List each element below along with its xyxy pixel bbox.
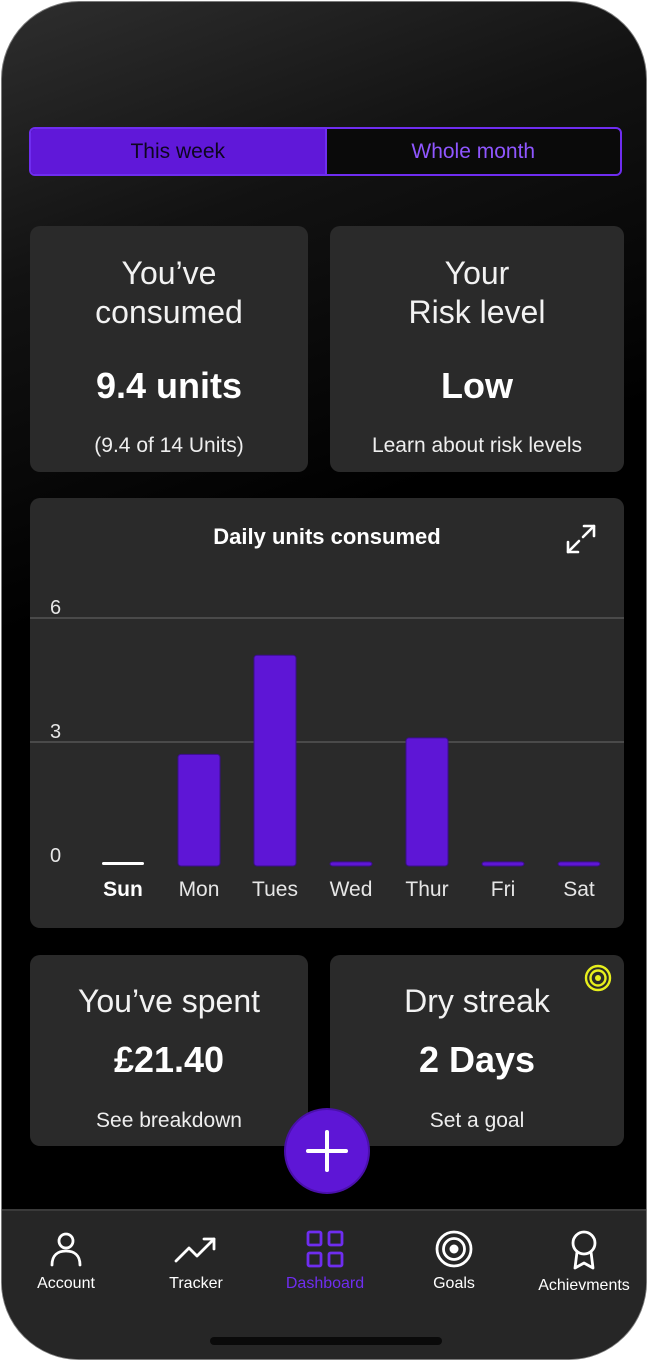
y-tick-label: 3: [50, 721, 61, 743]
nav-label-goals: Goals: [433, 1275, 475, 1292]
nav-label-achievements: Achievments: [538, 1277, 630, 1294]
bar: [481, 861, 525, 867]
bar: [253, 654, 297, 867]
nav-label-account: Account: [37, 1275, 95, 1292]
risk-title-line1: Your: [444, 255, 510, 291]
bar: [405, 737, 449, 867]
risk-value: Low: [441, 365, 513, 406]
risk-learn-link[interactable]: Learn about risk levels: [371, 434, 583, 457]
user-icon: [50, 1232, 82, 1267]
chart-title: Daily units consumed: [213, 524, 441, 549]
consumed-title-line1: You’ve: [121, 255, 217, 291]
x-tick-label: Sat: [563, 878, 595, 901]
nav-label-tracker: Tracker: [169, 1275, 223, 1292]
bar: [557, 861, 601, 867]
tab-whole-month[interactable]: Whole month: [411, 139, 536, 163]
x-tick-label: Tues: [252, 878, 298, 901]
nav-item-tracker[interactable]: Tracker: [132, 1229, 260, 1293]
nav-item-achievements[interactable]: Achievments: [520, 1229, 646, 1295]
x-tick-label: Wed: [330, 878, 373, 901]
dry-streak-card[interactable]: Dry streak 2 Days Set a goal: [330, 955, 624, 1146]
risk-title-line2: Risk level: [408, 294, 546, 330]
home-indicator: [210, 1337, 442, 1345]
see-breakdown-link[interactable]: See breakdown: [96, 1109, 242, 1132]
target-icon: [584, 964, 612, 992]
bar-chart: 6 3 0 Sun Mon Tues Wed Thur Fri Sat: [30, 597, 624, 901]
grid-icon: [306, 1230, 344, 1268]
streak-value: 2 Days: [418, 1039, 536, 1080]
y-tick-label: 6: [50, 597, 61, 619]
tab-this-week[interactable]: This week: [31, 129, 327, 174]
nav-item-goals[interactable]: Goals: [390, 1229, 518, 1293]
expand-icon[interactable]: [566, 524, 596, 554]
target-icon: [435, 1230, 473, 1268]
bar: [177, 753, 221, 867]
bar: [329, 861, 373, 867]
daily-units-chart-card: Daily units consumed 6 3 0 Sun Mon Tues Wed Thu…: [30, 498, 624, 928]
spent-value: £21.40: [113, 1039, 225, 1080]
bottom-nav: Account Tracker Dashboard: [2, 1209, 646, 1359]
trending-up-icon: [174, 1237, 216, 1263]
risk-card[interactable]: Your Risk level Low Learn about risk lev…: [330, 226, 624, 472]
award-icon: [571, 1230, 597, 1270]
bar: [102, 862, 144, 865]
set-goal-link[interactable]: Set a goal: [429, 1109, 525, 1132]
x-tick-label: Sun: [103, 878, 143, 901]
x-tick-label: Fri: [491, 878, 516, 901]
period-toggle: This week Whole month: [29, 127, 622, 176]
spent-title: You’ve spent: [77, 983, 261, 1019]
x-tick-label: Thur: [405, 878, 448, 901]
nav-item-dashboard[interactable]: Dashboard: [261, 1229, 389, 1293]
y-tick-label: 0: [50, 845, 61, 867]
consumed-sub: (9.4 of 14 Units): [94, 434, 244, 457]
plus-icon: [306, 1130, 348, 1172]
nav-label-dashboard: Dashboard: [285, 1275, 365, 1292]
spent-card[interactable]: You’ve spent £21.40 See breakdown: [30, 955, 308, 1146]
consumed-title-line2: consumed: [95, 294, 243, 330]
consumed-card[interactable]: You’ve consumed 9.4 units (9.4 of 14 Uni…: [30, 226, 308, 472]
add-entry-button[interactable]: [286, 1110, 368, 1192]
consumed-value: 9.4 units: [95, 365, 243, 406]
x-tick-label: Mon: [179, 878, 220, 901]
streak-title: Dry streak: [404, 983, 550, 1019]
nav-item-account[interactable]: Account: [2, 1229, 130, 1293]
